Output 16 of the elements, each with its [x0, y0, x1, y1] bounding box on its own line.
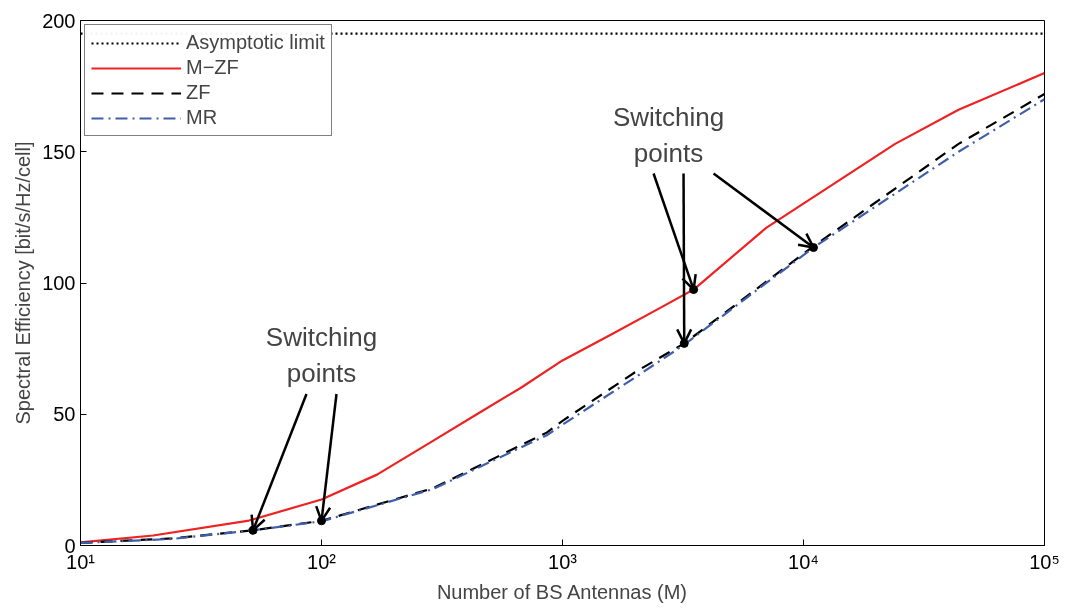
- x-axis-title: Number of BS Antennas (M): [436, 580, 687, 603]
- x-tick-label: 10²: [307, 550, 337, 573]
- y-tick-label: 150: [42, 140, 76, 163]
- y-tick-label: 200: [42, 9, 76, 32]
- x-tick-label: 10⁵: [1029, 550, 1060, 573]
- legend-label: Asymptotic limit: [186, 31, 325, 54]
- legend-label: M−ZF: [186, 56, 239, 79]
- annotation: Switching points: [612, 101, 725, 168]
- y-tick-label: 50: [53, 403, 76, 426]
- legend-label: MR: [186, 106, 218, 129]
- annotation: Switching points: [265, 322, 378, 388]
- y-tick-label: 100: [42, 272, 76, 294]
- y-axis-title: Spectral Efficiency [bit/s/Hz/cell]: [12, 141, 35, 425]
- legend-label: ZF: [186, 81, 211, 104]
- x-tick-label: 10³: [548, 550, 578, 573]
- x-tick-label: 10⁴: [788, 550, 819, 573]
